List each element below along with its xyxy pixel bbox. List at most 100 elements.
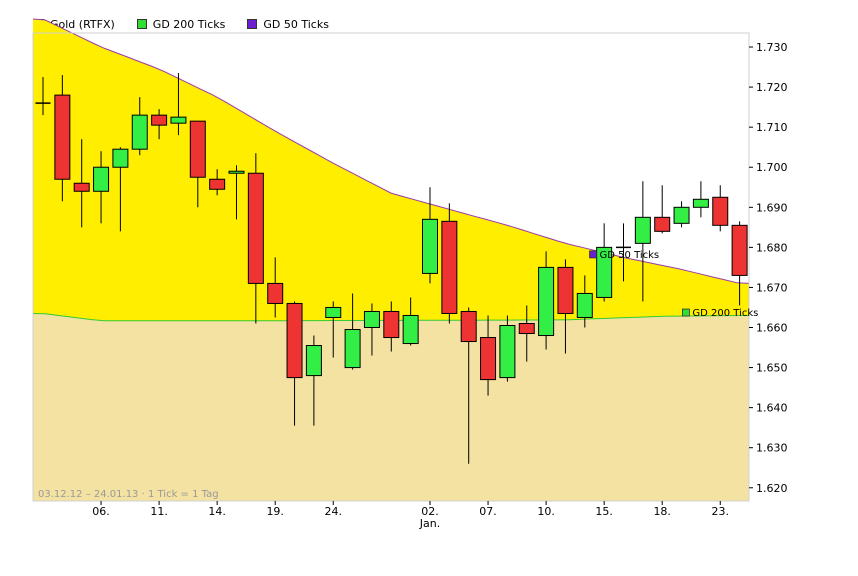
candle-body [73, 182, 90, 192]
candle-13 [286, 301, 303, 426]
candle-29 [596, 223, 613, 302]
candle-body [325, 306, 342, 318]
candle-28 [576, 275, 593, 328]
x-tick-label: 23. [712, 505, 730, 518]
candle-body [189, 120, 206, 178]
legend-swatch-gd200 [136, 19, 147, 29]
legend-label-gd200: GD 200 Ticks [152, 17, 226, 31]
ma200-below-fill [33, 313, 749, 501]
candle-body [131, 114, 148, 150]
x-axis: 06. 11. 14. 19. 24. 02. 07. 10. 15. 18. 23. Jan. [92, 501, 729, 530]
candle-23 [480, 315, 497, 396]
candle-body [112, 148, 129, 168]
candle-12 [267, 257, 284, 318]
x-tick-label: 02. [421, 505, 439, 518]
y-tick-label: 1.710 [756, 121, 788, 134]
gd50-marker-text: GD 50 Ticks [600, 250, 660, 261]
y-tick-label: 1.700 [756, 161, 788, 174]
candle-body [518, 322, 535, 335]
candle-body [692, 198, 709, 208]
candle-26 [538, 251, 555, 350]
y-tick-label: 1.660 [756, 322, 788, 335]
candle-body [538, 266, 555, 337]
candle-7 [170, 73, 187, 136]
candle-body [596, 246, 613, 298]
x-month-label: Jan. [419, 517, 440, 530]
candle-body [712, 196, 729, 226]
x-tick-label: 18. [653, 505, 671, 518]
candle-31 [634, 181, 651, 302]
candle-body [228, 170, 245, 174]
candle-2 [73, 139, 90, 228]
candle-6 [151, 109, 168, 140]
legend-label-gold: Gold (RTFX) [50, 17, 115, 31]
legend-swatch-gd50 [247, 19, 258, 29]
gd200-marker-text: GD 200 Ticks [692, 308, 758, 319]
gd50-line [32, 18, 750, 284]
candle-20 [422, 187, 438, 284]
x-tick-label: 11. [150, 505, 168, 518]
candle-body [267, 282, 284, 304]
y-axis: 1.730 1.720 1.710 1.700 1.690 1.680 1.670 1.660… [749, 41, 788, 495]
candle-21 [441, 203, 458, 324]
candle-body [402, 314, 419, 345]
y-tick-label: 1.670 [756, 281, 788, 294]
candle-15 [325, 301, 342, 358]
candle-body [151, 114, 168, 126]
legend-item-gd50: GD 50 Ticks [247, 18, 329, 31]
candle-9 [209, 169, 226, 196]
candle-body [247, 172, 264, 284]
y-tick-label: 1.690 [756, 201, 788, 214]
candle-body [557, 266, 574, 314]
candle-body [422, 218, 438, 274]
x-tick-label: 14. [208, 505, 226, 518]
inline-labels: GD 50 Ticks GD 200 Ticks [589, 250, 758, 319]
y-tick-label: 1.620 [756, 482, 788, 495]
candle-body [731, 224, 748, 276]
candle-24 [499, 315, 516, 382]
y-tick-label: 1.720 [756, 81, 788, 94]
candle-22 [460, 307, 477, 464]
y-tick-label: 1.650 [756, 362, 788, 375]
candle-body [383, 310, 400, 339]
candle-16 [344, 293, 361, 370]
x-tick-label: 10. [537, 505, 555, 518]
y-tick-label: 1.640 [756, 402, 788, 415]
candle-17 [363, 303, 380, 356]
plot-frame [32, 32, 750, 502]
y-tick-label: 1.730 [756, 41, 788, 54]
gd200-inline-label: GD 200 Ticks [682, 308, 758, 319]
candle-body [209, 178, 226, 190]
candle-1 [54, 75, 71, 202]
candle-body [363, 310, 380, 329]
candle-body [441, 220, 458, 314]
candle-10 [228, 165, 245, 220]
candle-19 [402, 297, 419, 346]
candle-body [673, 206, 690, 224]
candle-4 [112, 147, 129, 232]
candle-body [286, 302, 303, 379]
candle-body [634, 216, 651, 244]
candle-5 [131, 97, 148, 156]
candle-0 [35, 77, 51, 116]
x-tick-label: 15. [595, 505, 613, 518]
candle-11 [247, 153, 264, 324]
candle-18 [383, 301, 400, 352]
candle-body [576, 292, 593, 318]
candle-8 [189, 120, 206, 208]
gd50-inline-label: GD 50 Ticks [589, 250, 660, 261]
plot-border [32, 32, 750, 502]
candle-35 [712, 185, 729, 232]
y-tick-label: 1.680 [756, 241, 788, 254]
legend-item-gd200: GD 200 Ticks [136, 17, 226, 31]
candle-3 [93, 151, 110, 224]
x-tick-label: 19. [266, 505, 284, 518]
candle-27 [557, 259, 574, 354]
candle-body [170, 116, 187, 124]
candle-body [344, 329, 361, 369]
candle-body [460, 310, 477, 343]
candle-25 [518, 305, 535, 362]
candle-34 [692, 181, 709, 218]
x-tick-label: 07. [479, 505, 497, 518]
